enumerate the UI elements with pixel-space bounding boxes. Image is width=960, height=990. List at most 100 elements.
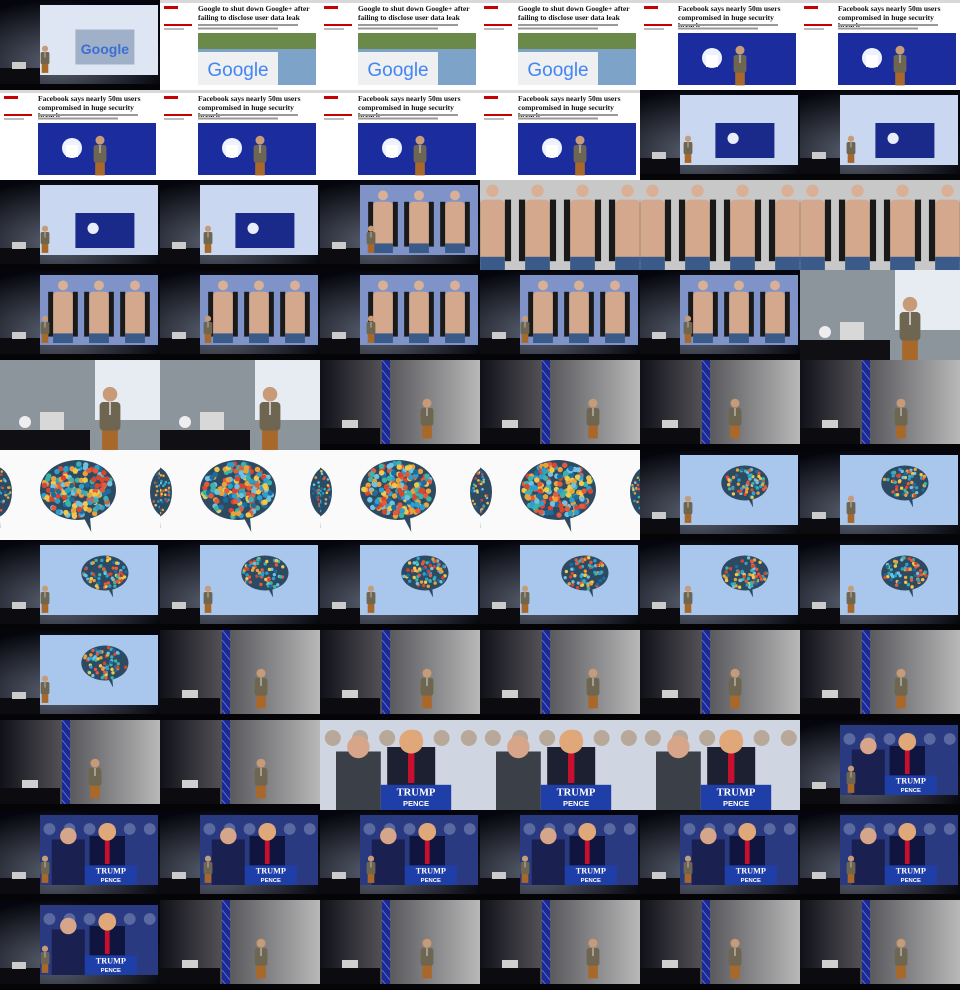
tie [584,839,590,864]
bubble-tail [401,511,412,532]
logo [644,6,658,9]
nav-bar [480,90,640,93]
bubble-dot [734,564,739,569]
head-right [98,822,117,841]
standfirst [198,27,278,30]
bubble-dot [415,508,421,514]
bubble-dot [899,486,904,490]
truss-brace [221,779,231,791]
truss-brace [861,399,871,411]
jacket [712,291,718,337]
torso [890,199,915,262]
jeans [53,333,73,343]
head [851,184,864,197]
frame: Facebook says nearly 50m users compromis… [480,90,640,180]
bubble-dot [248,478,254,484]
logo [324,6,338,9]
byline [484,24,512,26]
bubble-dot [256,558,260,562]
bubble-dot [89,576,94,581]
bubble-dot [157,475,160,478]
tie [424,839,430,864]
truss-brace [221,630,231,641]
bubble-dot [734,572,739,577]
jeans [285,333,305,343]
frame-content [480,540,640,630]
speaker-legs [41,603,49,613]
nav-bar [160,0,320,3]
floor-edge [800,714,960,720]
headline: Facebook says nearly 50m users compromis… [198,95,301,117]
torso [800,199,825,262]
bubble-dot [755,486,759,490]
bubble-dot [442,564,446,569]
tie [264,839,270,864]
bubble-dot [589,560,593,564]
bubble-dot [736,489,741,493]
bubble-dot [369,470,375,477]
head [941,184,954,197]
truss-brace [381,369,391,381]
laptop [812,872,826,879]
laptop [502,420,518,428]
man-left [211,839,245,885]
tie [744,839,750,864]
bubble-dot [752,491,756,496]
head [646,184,659,197]
speaker-legs [895,71,905,86]
bubble-dot [262,499,268,505]
floor-edge [640,354,800,360]
bubble-dot [102,567,106,571]
truss-brace [221,659,231,671]
bubble-dot [49,496,55,502]
truss-brace [61,739,71,751]
frame-content [320,450,480,540]
bubble-dot [267,490,273,496]
head [290,280,300,291]
bubble-dot [907,557,911,561]
bubble-dot [537,488,543,494]
desk [800,340,890,360]
slide-photo [235,213,295,248]
sign-text: PENCE [403,799,429,808]
head-right [559,729,584,754]
jacket [428,201,434,247]
bubble-dot [542,475,549,481]
frame-content [800,450,960,540]
man-left [51,839,85,885]
bubble-dot [421,583,426,588]
bubble-dot [92,578,96,583]
bubble-dot [476,472,480,475]
head-left [540,827,557,845]
bubble-dot [546,479,552,486]
speaker-legs [415,161,425,176]
bubble-dot [119,570,123,575]
bubble-dot [597,571,602,576]
bubble-dot [893,480,897,485]
sign-text: TRUMP [256,867,286,876]
bubble-dot [396,464,402,470]
bubble-dot [414,486,420,493]
bubble-dot [740,486,744,491]
tie [408,751,415,783]
head [486,184,499,197]
bubble-dot [253,475,260,481]
speaker-head [847,135,855,142]
bubble-dot [372,481,378,488]
bubble-dot [93,497,99,504]
bubble-dot [475,489,479,492]
speaker-body [40,52,50,65]
sign [564,865,617,885]
bubble-dot [234,483,240,490]
frame [320,540,480,630]
torso [525,199,550,262]
crowd [379,730,396,746]
frame [320,450,480,540]
frame-content: Facebook says nearly 50m users compromis… [320,90,480,180]
bubble-dot [903,471,908,476]
bubble-dot [887,571,891,576]
jacket [480,199,481,262]
